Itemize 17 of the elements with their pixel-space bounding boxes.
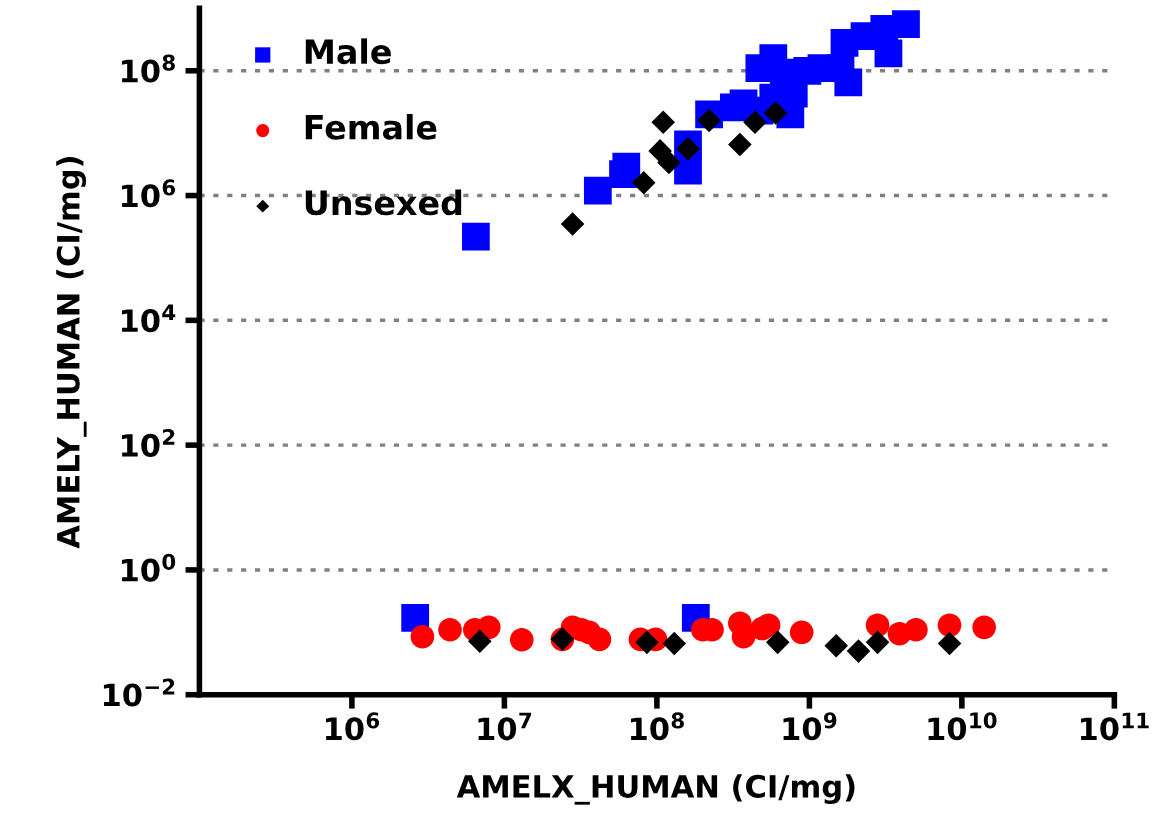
y-tick-label: 10$^{4}$ (121, 304, 176, 333)
x-axis-title: AMELX_HUMAN (CI/mg) (456, 774, 855, 805)
x-tick-label: 10$^{11}$ (1080, 712, 1149, 741)
y-tick-label: 10$^{2}$ (121, 428, 175, 457)
x-tick-label: 10$^{9}$ (783, 712, 837, 741)
x-tick-label: 10$^{6}$ (326, 712, 380, 741)
legend-label: Male (305, 38, 391, 65)
y-tick-label: 10$^{0}$ (121, 553, 176, 582)
x-tick-label: 10$^{10}$ (928, 712, 997, 741)
x-tick-label: 10$^{8}$ (630, 712, 684, 741)
legend-label: Unsexed (305, 189, 462, 216)
y-axis-title: AMELY_HUMAN (CI/mg) (56, 157, 87, 549)
x-tick-label: 10$^{7}$ (478, 712, 532, 741)
legend-label: Female (305, 113, 437, 140)
y-tick-label: 10$^{−2}$ (103, 678, 175, 707)
y-tick-label: 10$^{6}$ (121, 179, 176, 208)
y-tick-label: 10$^{8}$ (121, 54, 175, 83)
